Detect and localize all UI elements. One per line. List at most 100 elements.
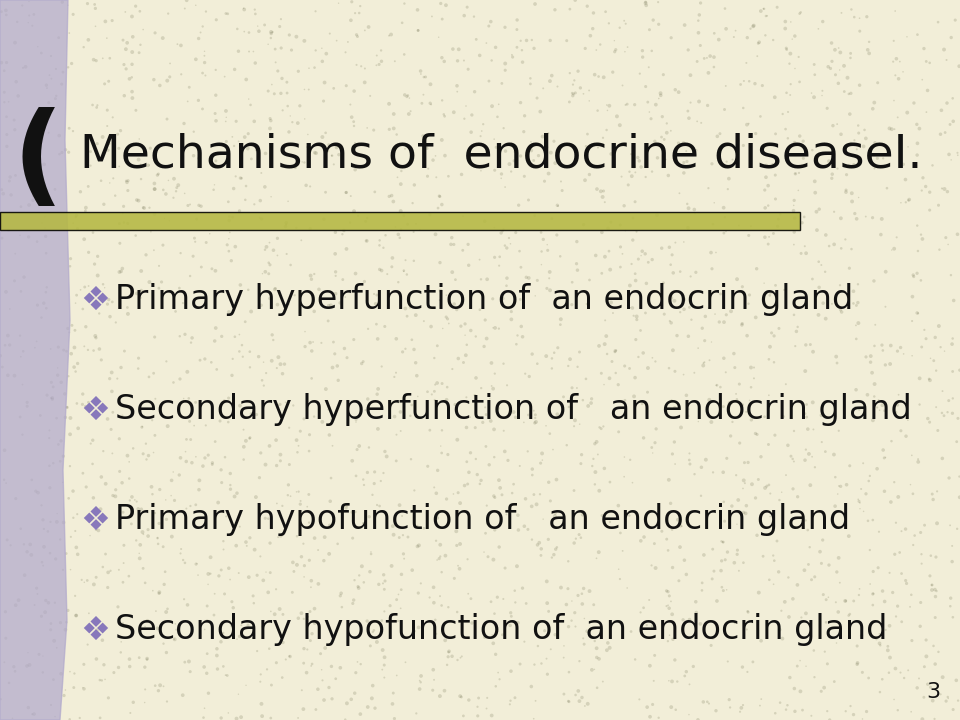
- Point: [126, 443, 141, 454]
- Point: [607, 46, 622, 58]
- Point: [351, 440, 367, 451]
- Point: [807, 187, 823, 199]
- Point: [734, 281, 750, 292]
- Point: [786, 226, 802, 238]
- Point: [612, 22, 628, 34]
- Point: [738, 406, 754, 418]
- Point: [241, 284, 256, 296]
- Point: [291, 66, 306, 77]
- Point: [30, 588, 45, 600]
- Point: [144, 481, 159, 492]
- Point: [188, 499, 204, 510]
- Point: [408, 218, 423, 230]
- Point: [182, 270, 198, 282]
- Point: [778, 16, 793, 27]
- Point: [612, 573, 628, 585]
- Point: [385, 698, 400, 710]
- Point: [106, 173, 121, 184]
- Point: [757, 30, 773, 41]
- Point: [542, 284, 558, 296]
- Point: [659, 585, 674, 597]
- Point: [246, 598, 261, 609]
- Point: [348, 667, 364, 678]
- Point: [392, 232, 407, 243]
- Point: [131, 363, 146, 374]
- Point: [64, 58, 80, 69]
- Point: [374, 361, 390, 372]
- Point: [899, 197, 914, 208]
- Point: [606, 307, 621, 319]
- Point: [468, 453, 484, 464]
- Point: [841, 610, 856, 621]
- Point: [326, 158, 342, 170]
- Point: [105, 386, 120, 397]
- Point: [65, 485, 81, 497]
- Point: [694, 462, 709, 473]
- Point: [252, 472, 267, 483]
- Point: [457, 480, 472, 491]
- Point: [315, 675, 330, 686]
- Point: [844, 4, 859, 15]
- Point: [14, 379, 30, 390]
- Point: [876, 153, 891, 164]
- Point: [549, 474, 564, 485]
- Point: [528, 290, 543, 302]
- Point: [321, 404, 336, 415]
- Point: [701, 67, 716, 78]
- Point: [259, 241, 275, 253]
- Point: [526, 155, 541, 166]
- Point: [900, 194, 916, 206]
- Point: [933, 341, 948, 353]
- Point: [561, 360, 576, 372]
- Point: [724, 305, 739, 317]
- Point: [712, 128, 728, 140]
- Point: [191, 199, 206, 211]
- Point: [238, 536, 253, 548]
- Point: [779, 469, 794, 481]
- Point: [786, 205, 802, 217]
- Point: [676, 369, 691, 380]
- Point: [550, 81, 565, 92]
- Point: [253, 300, 269, 311]
- Point: [784, 33, 800, 45]
- Point: [136, 202, 152, 214]
- Point: [65, 217, 81, 229]
- Point: [642, 24, 658, 35]
- Point: [349, 656, 365, 667]
- Point: [450, 560, 466, 572]
- Point: [420, 386, 435, 397]
- Point: [887, 5, 902, 17]
- Point: [663, 317, 679, 328]
- Point: [524, 469, 540, 481]
- Point: [862, 470, 877, 482]
- Point: [152, 587, 167, 598]
- Point: [281, 459, 297, 470]
- Point: [841, 88, 856, 99]
- Point: [753, 700, 768, 711]
- Point: [798, 444, 813, 455]
- Point: [862, 544, 877, 556]
- Point: [779, 87, 794, 99]
- Point: [852, 503, 868, 515]
- Point: [868, 319, 883, 330]
- Point: [505, 51, 520, 63]
- Point: [293, 498, 308, 510]
- Point: [36, 560, 51, 572]
- Point: [396, 553, 412, 564]
- Point: [180, 366, 195, 377]
- Point: [348, 59, 364, 71]
- Point: [32, 649, 47, 660]
- Point: [775, 633, 790, 644]
- Point: [669, 330, 684, 341]
- Point: [343, 190, 358, 202]
- Point: [561, 696, 576, 707]
- Point: [159, 603, 175, 615]
- Point: [120, 308, 135, 320]
- Point: [522, 73, 538, 84]
- Point: [368, 703, 383, 714]
- Point: [352, 0, 368, 12]
- Point: [137, 662, 153, 673]
- Point: [201, 579, 216, 590]
- Point: [102, 373, 117, 384]
- Point: [413, 677, 428, 688]
